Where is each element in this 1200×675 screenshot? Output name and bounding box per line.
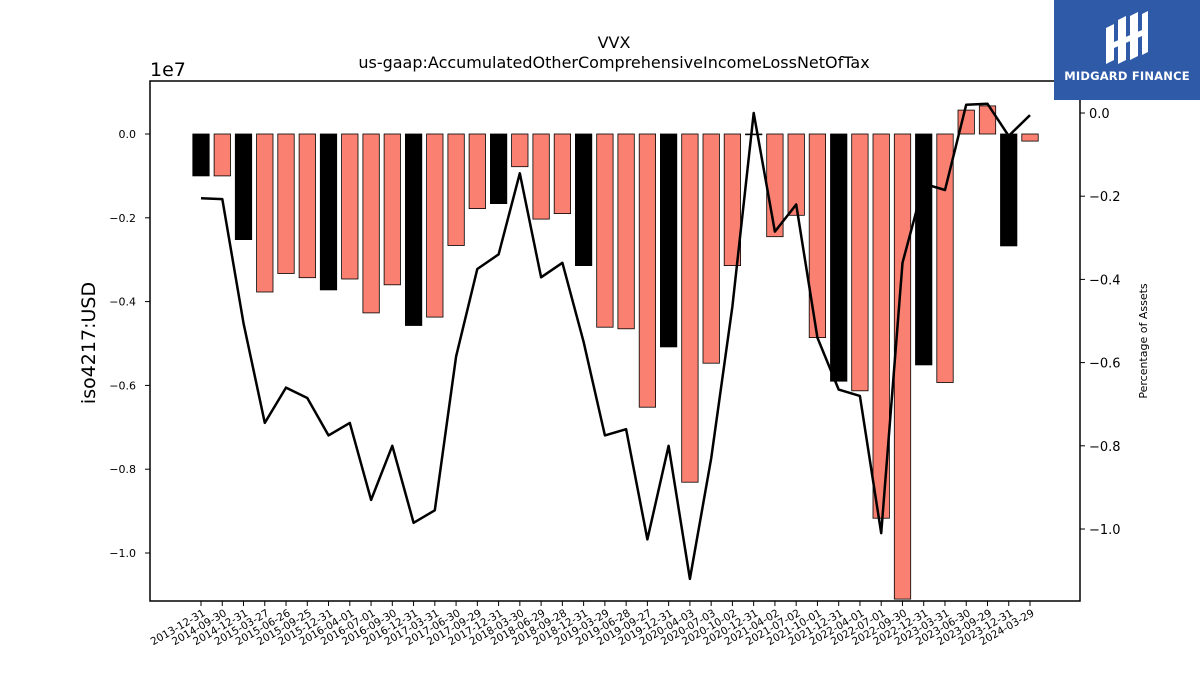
y2-tick-label: −0.2 — [1089, 190, 1121, 205]
bar — [383, 133, 401, 286]
bar-group — [192, 105, 1039, 600]
y-offset-label: 1e7 — [150, 59, 186, 81]
bar — [851, 133, 869, 392]
bar — [341, 133, 359, 280]
y2-tick-label: −0.6 — [1089, 357, 1121, 372]
chart-subtitle: us-gaap:AccumulatedOtherComprehensiveInc… — [358, 53, 869, 72]
chart-title: VVX — [598, 33, 631, 52]
bar — [362, 133, 380, 314]
y-tick-label: 0.0 — [119, 128, 137, 141]
bar — [596, 133, 614, 328]
bar — [213, 133, 231, 177]
bar — [1000, 133, 1018, 247]
brand-logo: MIDGARD FINANCE — [1054, 0, 1200, 100]
bar — [830, 133, 848, 382]
bar — [681, 133, 699, 483]
bar — [915, 133, 933, 366]
bar — [553, 133, 572, 214]
plot-frame — [149, 80, 1081, 602]
bar — [489, 133, 508, 204]
bar — [192, 133, 210, 177]
y2-tick-label: −1.0 — [1089, 523, 1121, 538]
y2-tick-label: −0.8 — [1089, 440, 1121, 455]
bar — [447, 133, 465, 246]
bar — [766, 133, 784, 238]
y-tick-label: −0.2 — [109, 212, 136, 225]
midgard-logo-icon — [1106, 11, 1148, 64]
bar — [787, 133, 805, 216]
bar — [1021, 133, 1039, 142]
bar — [893, 133, 912, 600]
bar — [319, 133, 338, 291]
bar — [234, 133, 253, 240]
bar — [638, 133, 657, 408]
bar — [468, 133, 486, 209]
bar — [745, 133, 763, 136]
bar — [936, 133, 954, 383]
percentage-line — [200, 102, 1031, 581]
y2-tick-label: −0.4 — [1089, 273, 1121, 288]
y-tick-label: −0.4 — [109, 296, 136, 309]
bar — [617, 133, 635, 330]
bar — [511, 133, 529, 168]
plot-area: 0.0 −0.2 −0.4 −0.6 −0.8 −1.0 0.0 −0.2 −0.4 −0.6 −0… — [109, 80, 1121, 648]
bar — [277, 133, 295, 274]
bar — [660, 133, 678, 348]
brand-name: MIDGARD FINANCE — [1064, 69, 1190, 83]
bar — [256, 133, 274, 293]
bar — [978, 105, 997, 135]
bar — [404, 133, 423, 326]
bar — [532, 133, 550, 220]
y-tick-label: −0.6 — [109, 379, 136, 392]
bar — [723, 133, 742, 267]
y-tick-label: −0.8 — [109, 463, 136, 476]
bar — [702, 133, 720, 364]
y2-tick-label: 0.0 — [1089, 107, 1110, 122]
y2-axis-label: Percentage of Assets — [1137, 283, 1150, 399]
bar — [426, 133, 444, 318]
y-tick-label: −1.0 — [109, 547, 136, 560]
bar — [575, 133, 593, 267]
bar — [298, 133, 316, 279]
y-axis-label: iso4217:USD — [78, 282, 100, 404]
